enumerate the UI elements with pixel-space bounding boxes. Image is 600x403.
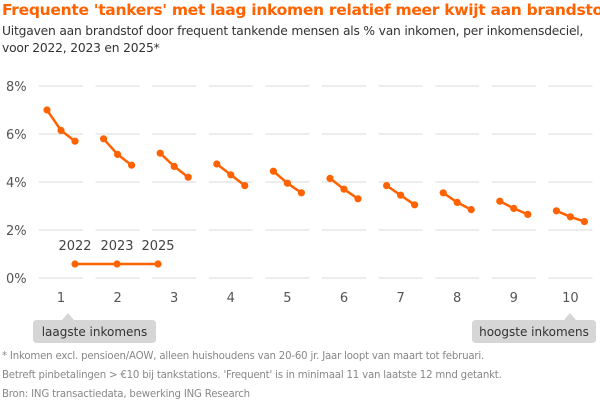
data-point bbox=[580, 218, 589, 226]
x-tick-label: 7 bbox=[396, 291, 404, 306]
legend-label-2025: 2025 bbox=[141, 239, 174, 254]
data-point bbox=[340, 185, 348, 193]
y-tick-label: 6% bbox=[6, 128, 27, 143]
data-point bbox=[383, 182, 391, 190]
x-tick-label: 4 bbox=[227, 291, 235, 306]
data-point bbox=[439, 189, 447, 197]
source-note: Bron: ING transactiedata, bewerking ING … bbox=[2, 389, 250, 400]
data-point bbox=[114, 150, 122, 158]
callout-high-income-label: hoogste inkomens bbox=[479, 325, 589, 339]
data-point bbox=[283, 179, 291, 187]
data-point bbox=[397, 191, 405, 199]
data-point bbox=[524, 210, 532, 218]
data-point bbox=[213, 160, 221, 168]
decile-line bbox=[45, 109, 76, 143]
footnote-2: Betreft pinbetalingen > €10 bij tankstat… bbox=[2, 370, 502, 381]
y-tick-label: 0% bbox=[6, 272, 27, 287]
footnote-1: * Inkomen excl. pensioen/AOW, alleen hui… bbox=[2, 351, 485, 362]
data-point bbox=[269, 167, 277, 175]
data-point bbox=[496, 197, 504, 205]
callout-low-income-box bbox=[33, 313, 156, 343]
legend-marker bbox=[113, 260, 121, 268]
x-tick-label: 10 bbox=[562, 291, 579, 306]
data-point bbox=[100, 135, 108, 143]
data-point bbox=[184, 173, 192, 181]
data-point bbox=[566, 213, 575, 221]
x-tick-label: 2 bbox=[113, 291, 121, 306]
y-tick-label: 8% bbox=[6, 80, 27, 95]
x-tick-label: 6 bbox=[340, 291, 348, 306]
data-point bbox=[297, 189, 305, 197]
data-point bbox=[510, 204, 518, 212]
data-point bbox=[170, 162, 178, 170]
data-point bbox=[57, 126, 65, 134]
x-tick-label: 9 bbox=[510, 291, 518, 306]
legend-label-2022: 2022 bbox=[58, 239, 91, 254]
data-point bbox=[354, 195, 362, 203]
data-point bbox=[453, 198, 461, 206]
callout-low-income-label: laagste inkomens bbox=[42, 325, 148, 339]
data-point bbox=[467, 206, 475, 214]
data-point bbox=[326, 174, 334, 182]
x-tick-label: 1 bbox=[57, 291, 65, 306]
data-point bbox=[227, 171, 235, 179]
legend-label-2023: 2023 bbox=[100, 239, 133, 254]
chart-subtitle: Uitgaven aan brandstof door frequent tan… bbox=[2, 24, 584, 55]
legend-marker bbox=[71, 260, 79, 268]
x-tick-label: 8 bbox=[453, 291, 461, 306]
data-point bbox=[241, 182, 249, 190]
legend-marker bbox=[154, 260, 162, 268]
callout-high-income-box bbox=[472, 313, 596, 343]
chart-title: Frequente 'tankers' met laag inkomen rel… bbox=[2, 1, 600, 19]
y-tick-label: 2% bbox=[6, 224, 27, 239]
data-point bbox=[156, 149, 164, 157]
data-point bbox=[43, 106, 51, 114]
data-point bbox=[71, 137, 79, 145]
data-point bbox=[552, 207, 561, 215]
y-tick-label: 4% bbox=[6, 176, 27, 191]
data-point bbox=[128, 161, 136, 169]
x-tick-label: 3 bbox=[170, 291, 178, 306]
data-point bbox=[411, 201, 419, 209]
x-tick-label: 5 bbox=[283, 291, 291, 306]
